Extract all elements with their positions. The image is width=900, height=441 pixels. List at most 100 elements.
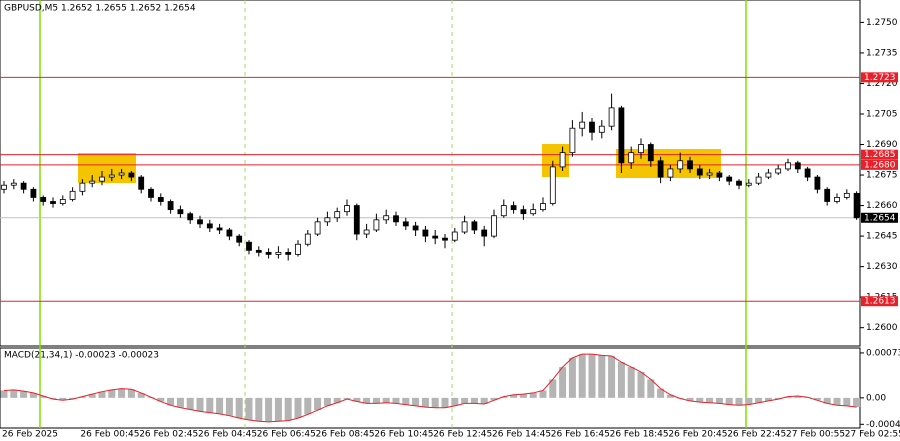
macd-bar — [843, 397, 851, 406]
candle-body — [422, 229, 429, 237]
macd-bar — [69, 397, 77, 400]
candle-body — [726, 176, 733, 182]
macd-bar — [696, 397, 704, 403]
x-tick-label: 26 Feb 16:45 — [551, 430, 610, 440]
macd-bar — [598, 355, 606, 398]
macd-bar — [441, 397, 449, 408]
macd-bar — [176, 397, 184, 408]
candle-body — [559, 152, 566, 168]
candle-body — [853, 192, 860, 219]
candle-body — [843, 192, 850, 198]
macd-panel — [0, 347, 861, 429]
price-level-tag — [861, 296, 898, 307]
macd-bar — [519, 394, 527, 398]
macd-bar — [755, 397, 763, 403]
macd-bar — [235, 397, 243, 419]
macd-bar — [78, 396, 86, 398]
macd-bar — [98, 391, 106, 398]
macd-bar — [323, 397, 331, 406]
x-tick-label: 26 Feb 12:45 — [433, 430, 492, 440]
macd-bar — [343, 397, 351, 400]
candle-body — [481, 229, 488, 237]
candle-body — [677, 160, 684, 170]
macd-bar — [49, 397, 57, 400]
candle-body — [804, 168, 811, 178]
candle-body — [275, 251, 282, 255]
macd-bar — [284, 397, 292, 421]
macd-bar — [529, 392, 537, 398]
candle-body — [177, 209, 184, 215]
y-tick-label: 1.2750 — [866, 18, 898, 28]
y-tick-label: 1.2600 — [866, 323, 898, 333]
macd-bar — [853, 397, 861, 408]
candle-body — [520, 209, 527, 215]
macd-bar — [10, 389, 18, 398]
macd-bar — [588, 354, 596, 398]
macd-bar — [127, 389, 135, 398]
macd-bar — [59, 397, 67, 401]
candle-body — [608, 107, 615, 127]
macd-bar — [490, 397, 498, 401]
macd-bar — [568, 357, 576, 398]
candle-body — [794, 162, 801, 170]
macd-bar — [549, 379, 557, 398]
candle-body — [187, 213, 194, 221]
macd-bar — [431, 397, 439, 408]
x-tick-label: 26 Feb 18:45 — [610, 430, 669, 440]
candle-body — [363, 229, 370, 235]
candle-body — [206, 223, 213, 229]
candle-body — [442, 237, 448, 241]
macd-bar — [372, 397, 380, 404]
candle-body — [569, 127, 576, 154]
macd-bar — [167, 397, 175, 406]
candle-body — [696, 168, 703, 176]
price-level-tag — [861, 159, 898, 170]
candle-body — [451, 231, 458, 241]
macd-bar — [617, 362, 625, 398]
macd-bar — [735, 397, 743, 406]
candle-body — [824, 188, 831, 202]
macd-bar — [451, 397, 459, 406]
x-tick-label: 26 Feb 20:45 — [668, 430, 727, 440]
macd-bar — [225, 397, 233, 416]
macd-bar — [706, 397, 714, 403]
price-level-tag — [861, 72, 898, 83]
x-tick-label: 26 Feb 10:45 — [374, 430, 433, 440]
macd-title: MACD(21,34,1) -0.00023 -0.00023 — [4, 351, 159, 361]
candle-body — [344, 205, 350, 213]
macd-bar — [657, 388, 665, 398]
y-tick-label: 1.2735 — [866, 48, 898, 58]
candle-body — [598, 125, 605, 133]
candle-body — [628, 152, 635, 164]
candle-body — [471, 221, 478, 231]
macd-bar — [108, 389, 116, 398]
candle-body — [246, 241, 252, 251]
y-tick-label: 1.2675 — [866, 171, 898, 181]
y-tick-label: 1.2705 — [866, 109, 898, 119]
candle-body — [138, 176, 145, 190]
macd-bar — [666, 394, 674, 398]
x-tick-label: 26 Feb 04:45 — [198, 430, 257, 440]
candle-body — [99, 176, 105, 182]
candle-body — [157, 197, 164, 202]
candle-body — [736, 180, 742, 186]
candle-body — [491, 215, 497, 237]
macd-bar — [186, 397, 194, 410]
price-level-label: 1.2680 — [864, 160, 896, 170]
candle-body — [549, 166, 556, 204]
macd-bar — [118, 388, 126, 398]
macd-bar — [745, 397, 753, 405]
candle-body — [108, 174, 115, 178]
macd-bar — [470, 397, 478, 404]
candle-body — [461, 221, 468, 233]
candle-body — [814, 176, 821, 190]
candle-body — [295, 243, 301, 255]
macd-bar — [421, 397, 429, 408]
candle-body — [432, 235, 439, 239]
candle-body — [402, 221, 409, 227]
candle-body — [579, 121, 586, 129]
candle-body — [314, 221, 321, 235]
price-level-tag — [861, 212, 898, 223]
macd-bar — [813, 397, 821, 401]
